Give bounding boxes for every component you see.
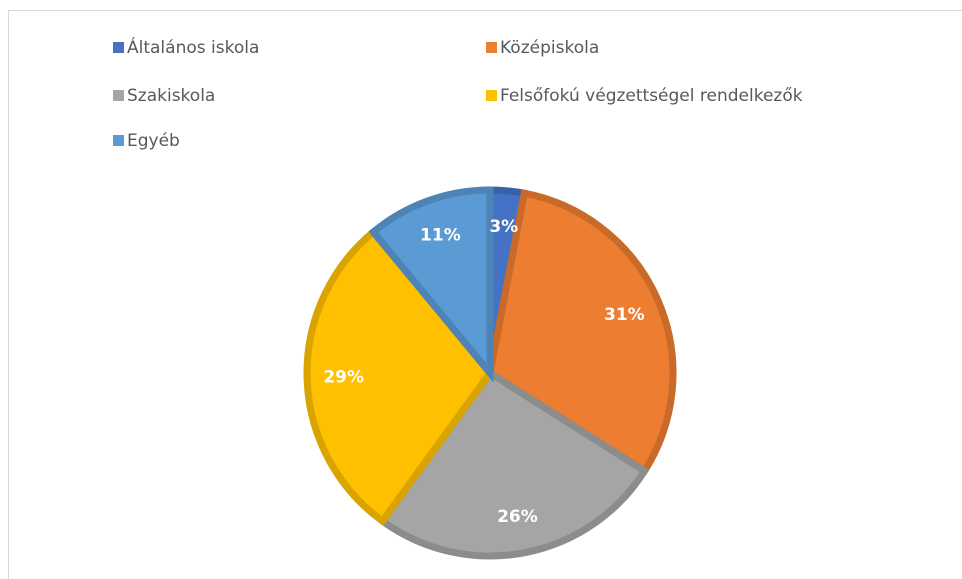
legend-label: Felsőfokú végzettségel rendelkezők	[500, 86, 803, 106]
data-label: 3%	[489, 217, 518, 237]
legend: Általános iskola Középiskola Szakiskola Fel…	[113, 36, 803, 151]
legend-label: Általános iskola	[127, 36, 259, 58]
legend-label: Középiskola	[500, 38, 599, 58]
chart-frame	[8, 10, 962, 579]
data-label: 31%	[604, 305, 645, 325]
legend-swatch	[486, 90, 497, 101]
legend-label: Egyéb	[127, 131, 180, 151]
pie-slice	[368, 186, 494, 383]
data-label: 11%	[420, 225, 461, 245]
pie-slice	[377, 368, 650, 560]
pie-slice	[303, 227, 495, 526]
legend-swatch	[113, 135, 124, 146]
data-label: 26%	[497, 507, 538, 527]
pie: 3% 31% 26% 29% 11%	[303, 186, 677, 560]
legend-swatch	[486, 42, 497, 53]
data-label: 29%	[323, 368, 364, 388]
legend-label: Szakiskola	[127, 86, 215, 106]
legend-swatch	[113, 42, 124, 53]
legend-swatch	[113, 90, 124, 101]
